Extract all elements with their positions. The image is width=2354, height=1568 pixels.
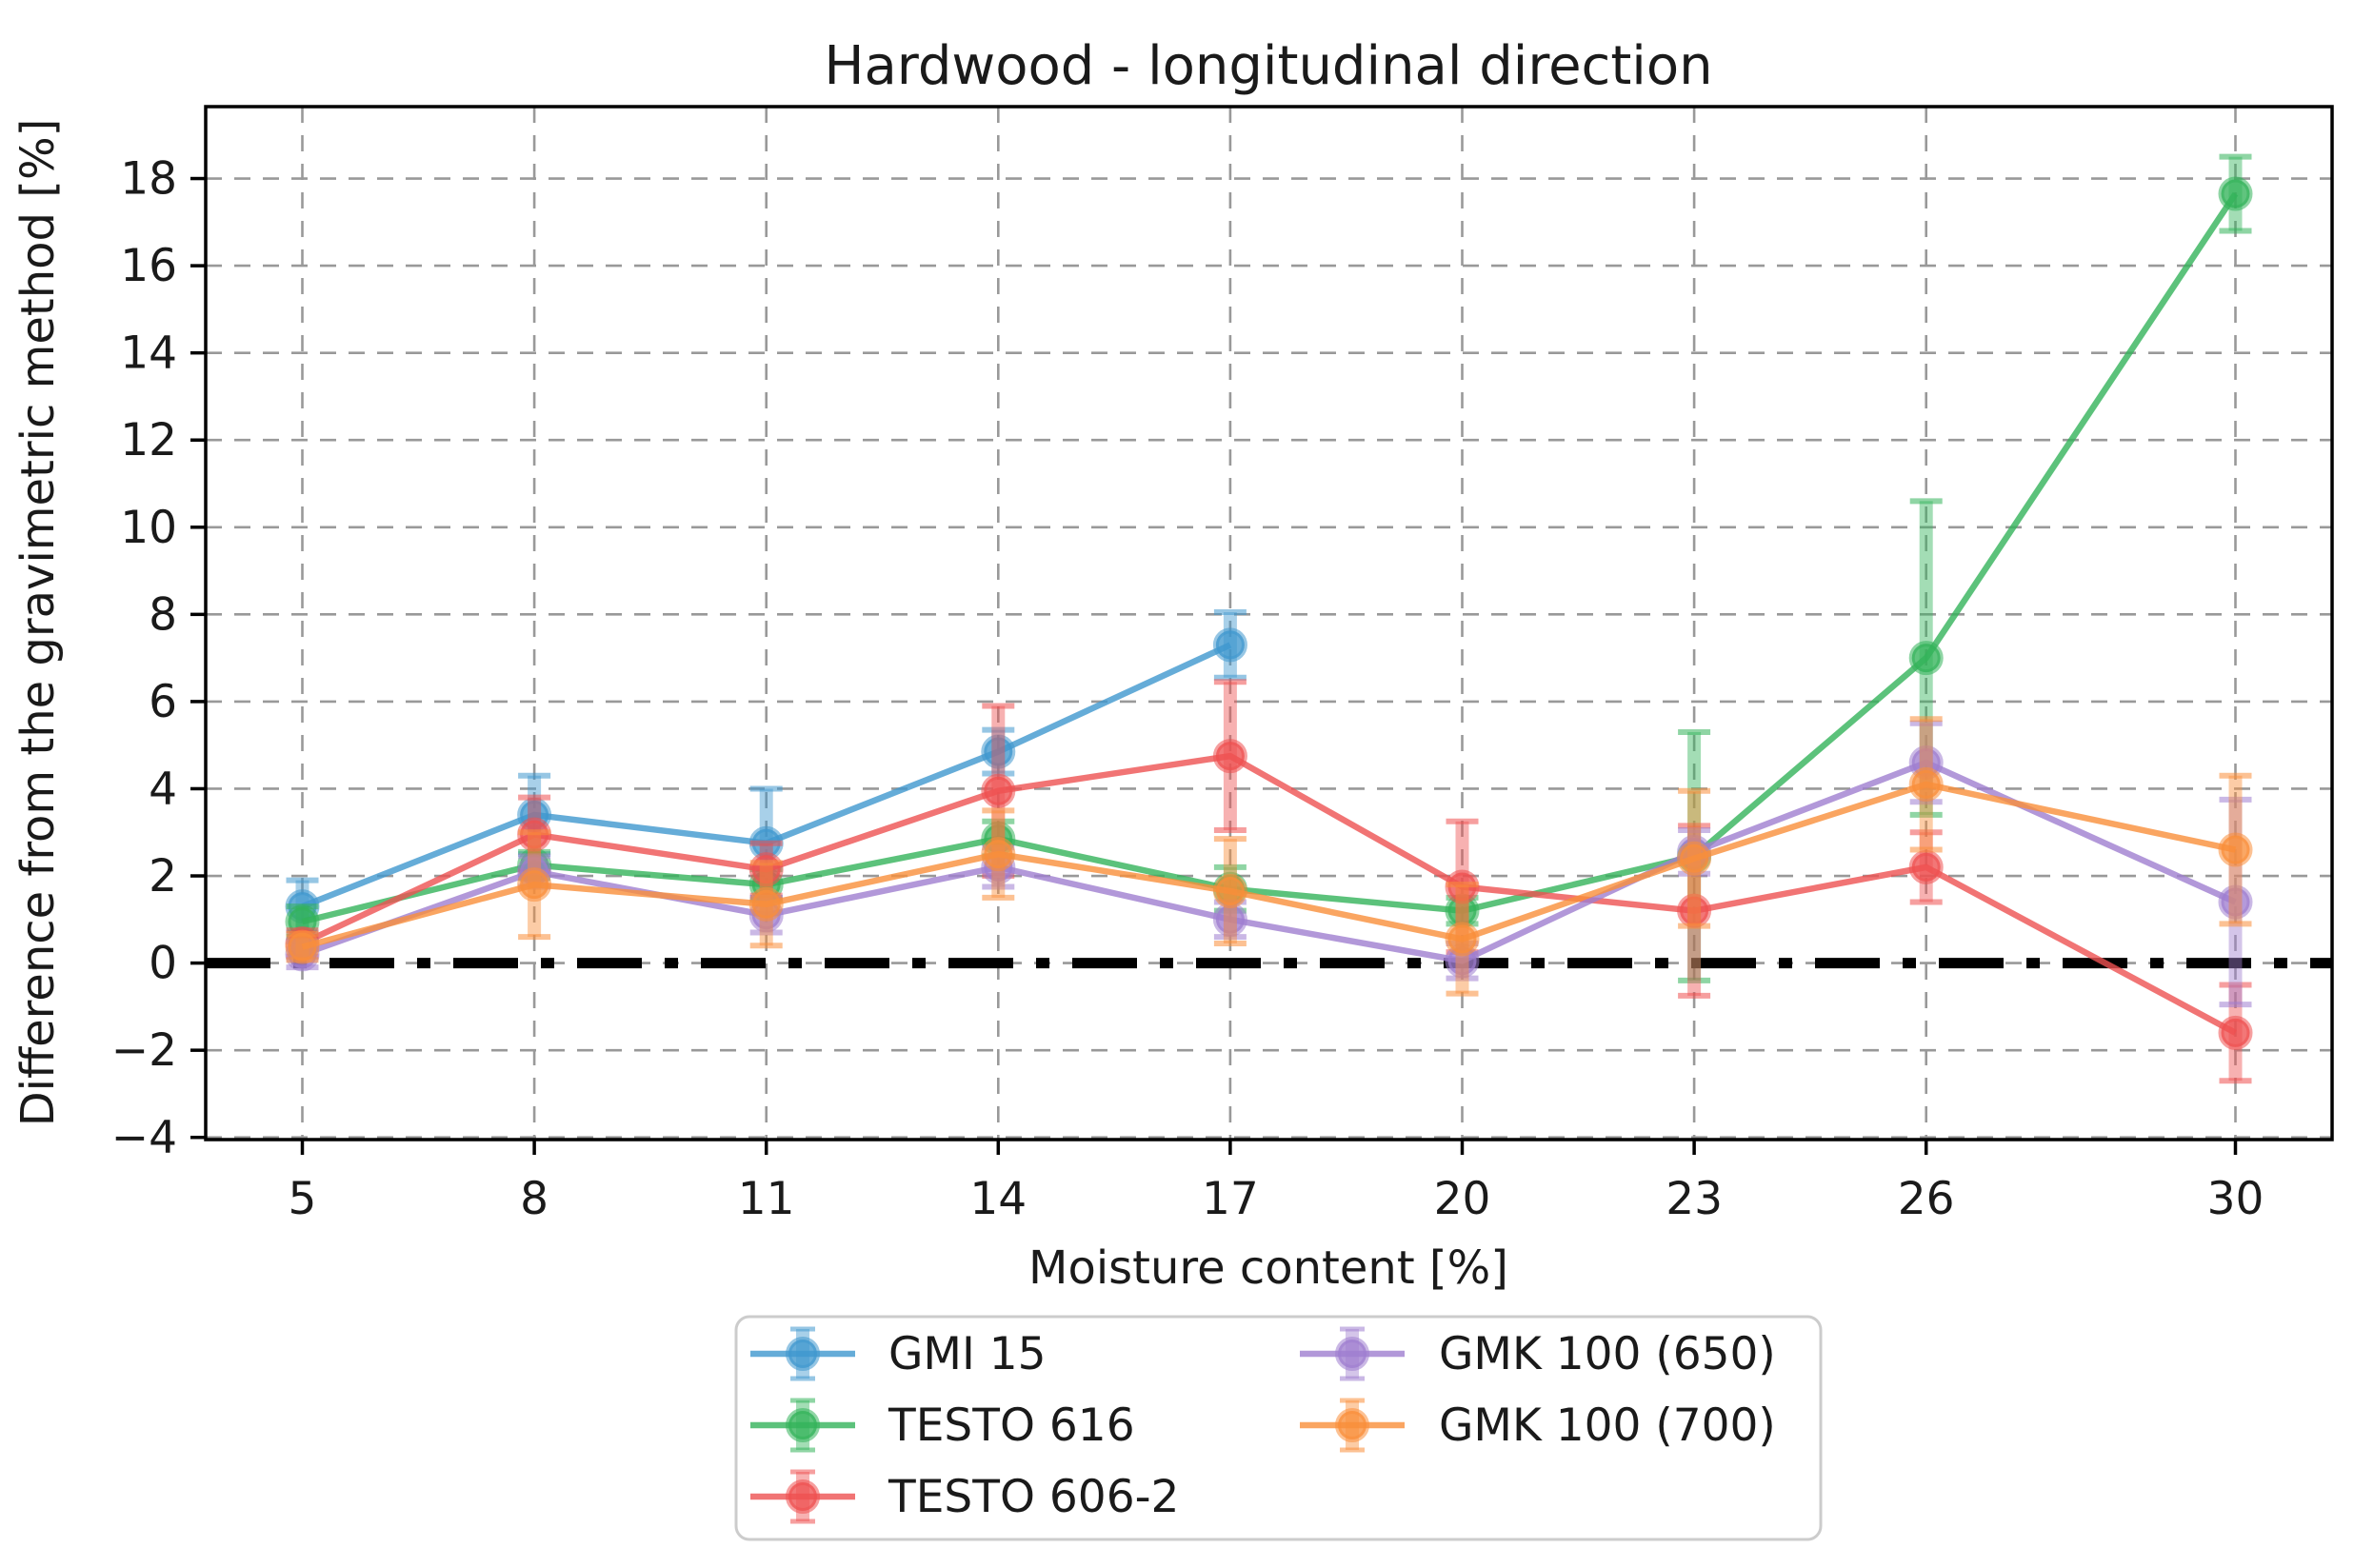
legend: GMI 15 TESTO 616 TESTO 606-2 GMK 100 (650) G… xyxy=(734,1315,1823,1541)
y-tick-label: −2 xyxy=(111,1024,177,1077)
plot-border xyxy=(204,105,2334,1141)
data-point xyxy=(2218,832,2253,867)
legend-item-gmk-100-700-: GMK 100 (700) xyxy=(1300,1398,1776,1453)
legend-marker xyxy=(1335,1408,1369,1442)
data-point xyxy=(1677,841,1712,876)
legend-label: TESTO 606-2 xyxy=(888,1471,1179,1523)
x-tick-label: 8 xyxy=(520,1173,549,1225)
data-point xyxy=(2218,884,2253,920)
legend-label: GMK 100 (700) xyxy=(1439,1399,1776,1452)
y-tick-label: 6 xyxy=(149,676,177,728)
x-tick-label: 11 xyxy=(738,1173,795,1225)
data-point xyxy=(981,734,1016,769)
y-tick-label: 14 xyxy=(120,327,177,380)
series-line xyxy=(301,781,2237,950)
legend-box xyxy=(734,1315,1823,1541)
data-point xyxy=(1908,641,1944,676)
y-tick-label: 4 xyxy=(149,763,177,815)
data-point xyxy=(2218,176,2253,211)
y-tick-label: −4 xyxy=(111,1112,177,1164)
y-tick-label: 8 xyxy=(149,588,177,641)
legend-label: TESTO 616 xyxy=(888,1399,1135,1452)
x-tick-label: 17 xyxy=(1202,1173,1259,1225)
data-point xyxy=(981,773,1016,808)
chart-title: Hardwood - longitudinal direction xyxy=(824,35,1712,97)
y-tick-label: 2 xyxy=(149,850,177,903)
legend-item-gmi-15: GMI 15 xyxy=(750,1326,1047,1381)
data-point xyxy=(748,886,784,922)
y-tick-label: 18 xyxy=(120,153,177,206)
data-point xyxy=(517,867,552,903)
legend-marker xyxy=(1335,1337,1369,1371)
data-point xyxy=(981,837,1016,872)
legend-item-testo-606-2: TESTO 606-2 xyxy=(750,1469,1179,1524)
data-point xyxy=(285,929,320,964)
y-tick-label: 12 xyxy=(120,414,177,466)
x-tick-label: 5 xyxy=(289,1173,317,1225)
data-point xyxy=(1212,739,1247,774)
x-tick-label: 20 xyxy=(1434,1173,1491,1225)
series-line xyxy=(301,759,2237,964)
legend-item-gmk-100-650-: GMK 100 (650) xyxy=(1300,1326,1776,1381)
legend-label: GMK 100 (650) xyxy=(1439,1328,1776,1380)
data-point xyxy=(2218,1015,2253,1050)
grid-layer xyxy=(206,107,2332,1140)
legend-marker xyxy=(786,1337,820,1371)
axis-layer: 5 8 11 14 17 20 23 26 30 −4 −2 0 2 4 6 8 10 12 14 16 18 xyxy=(111,105,2334,1225)
data-point xyxy=(1445,922,1480,957)
legend-marker xyxy=(786,1408,820,1442)
y-axis-label: Difference from the gravimetric method [… xyxy=(11,119,65,1127)
x-axis-label: Moisture content [%] xyxy=(1028,1241,1508,1295)
series-layer xyxy=(285,153,2253,1084)
data-point xyxy=(1908,766,1944,802)
y-tick-label: 16 xyxy=(120,240,177,292)
x-tick-label: 30 xyxy=(2207,1173,2264,1225)
legend-label: GMI 15 xyxy=(888,1328,1047,1380)
y-tick-label: 10 xyxy=(120,502,177,554)
x-tick-label: 23 xyxy=(1666,1173,1723,1225)
series-gmk-100-700- xyxy=(285,716,2253,997)
series-testo-616 xyxy=(285,153,2253,983)
data-point xyxy=(1908,849,1944,884)
legend-marker xyxy=(786,1479,820,1514)
x-tick-label: 14 xyxy=(969,1173,1027,1225)
legend-item-testo-616: TESTO 616 xyxy=(750,1398,1135,1453)
data-point xyxy=(1212,627,1247,663)
data-point xyxy=(1212,874,1247,909)
y-tick-label: 0 xyxy=(149,938,177,990)
series-line xyxy=(301,191,2239,925)
x-tick-label: 26 xyxy=(1898,1173,1955,1225)
